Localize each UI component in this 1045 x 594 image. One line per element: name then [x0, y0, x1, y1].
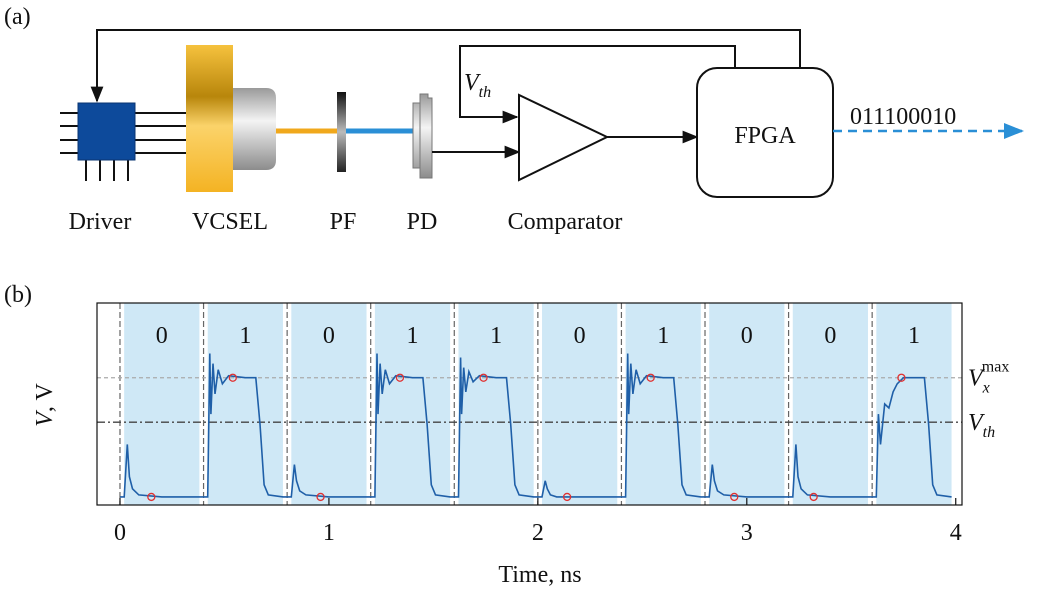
unit: , V: [32, 383, 58, 413]
fpga-label: FPGA: [734, 123, 796, 149]
comparator: [518, 93, 610, 182]
bit-slot: [876, 303, 952, 505]
bit-slot: [458, 303, 534, 505]
symbol: V: [32, 410, 58, 427]
panel-label: (b): [4, 282, 32, 308]
bit-slot: [709, 303, 785, 505]
bit-slot: [792, 303, 868, 505]
feedback-wire: [90, 29, 801, 103]
label: PD: [407, 209, 438, 235]
vcsel-body: [233, 88, 276, 170]
driver-chip: [77, 102, 136, 161]
threshold-wire: [459, 45, 736, 124]
fpga: [696, 67, 834, 198]
sample-point: [395, 373, 405, 382]
waveform: [120, 353, 952, 498]
y-axis-title: V, V: [32, 383, 58, 427]
x-tick-label: 3: [741, 520, 753, 546]
subscript: th: [479, 84, 491, 101]
symbol: V: [464, 70, 481, 96]
filter: [337, 92, 346, 172]
sample-point: [147, 492, 156, 502]
sample-point: [479, 373, 488, 382]
vcsel-mount: [186, 45, 233, 192]
panel-a: (a) Vth FPGA 011100010 Driver VCSEL PF P…: [4, 4, 1024, 235]
bit-label: 0: [824, 323, 836, 349]
bit-slot: [291, 303, 367, 505]
bit-label: 1: [490, 323, 502, 349]
bit-slot: [542, 303, 618, 505]
superscript: max: [982, 359, 1010, 376]
label: Driver: [69, 209, 132, 235]
label: VCSEL: [192, 209, 268, 235]
level-label: Vth: [968, 410, 995, 441]
bit-slot: [374, 303, 451, 505]
sample-point: [897, 373, 906, 382]
bit-label: 1: [406, 323, 418, 349]
bit-label: 1: [908, 323, 920, 349]
label: Comparator: [508, 209, 623, 235]
symbol: V: [968, 410, 985, 436]
vth-label: Vth: [464, 70, 491, 101]
level-label: Vx max: [968, 359, 1009, 397]
x-axis-title: Time, ns: [498, 562, 581, 588]
x-tick-label: 4: [950, 520, 962, 546]
photodiode: [412, 93, 433, 179]
bit-label: 0: [741, 323, 753, 349]
sample-point: [316, 492, 325, 502]
subscript: x: [982, 380, 990, 397]
bit-label: 0: [156, 323, 168, 349]
bit-slot: [207, 303, 283, 505]
label: PF: [330, 209, 357, 235]
sample-point: [228, 373, 237, 382]
plot-frame: [96, 302, 963, 506]
sample-point: [646, 373, 655, 382]
sample-point: [809, 492, 818, 502]
symbol: V: [968, 366, 985, 392]
bit-label: 0: [323, 323, 335, 349]
sample-point: [562, 492, 572, 502]
x-tick-label: 2: [532, 520, 544, 546]
x-tick-label: 0: [114, 520, 126, 546]
bit-label: 1: [239, 323, 251, 349]
subscript: th: [983, 424, 995, 441]
sample-point: [730, 492, 739, 502]
bit-slot: [625, 303, 701, 505]
bit-label: 0: [574, 323, 586, 349]
bit-slot: [124, 303, 200, 505]
bit-label: 1: [657, 323, 669, 349]
panel-label: (a): [4, 4, 31, 30]
x-tick-label: 1: [323, 520, 335, 546]
output-bits: 011100010: [850, 104, 956, 130]
